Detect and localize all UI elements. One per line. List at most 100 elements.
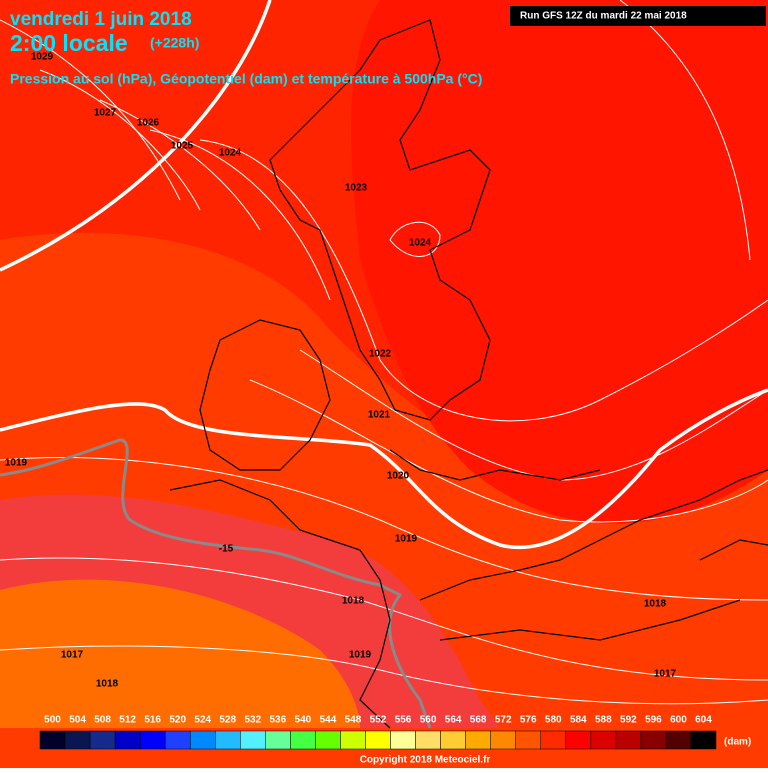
legend-label: 532 — [244, 715, 261, 726]
legend-swatch — [465, 730, 491, 750]
isobars — [0, 0, 768, 729]
legend-label: 600 — [670, 715, 687, 726]
isobar-label: 1017 — [61, 650, 84, 661]
isobar — [0, 457, 768, 601]
isobar-label: -15 — [219, 544, 234, 555]
legend-label: 508 — [94, 715, 111, 726]
legend-label: 552 — [370, 715, 387, 726]
legend-label: 580 — [545, 715, 562, 726]
isobar — [0, 557, 768, 681]
legend-label: 588 — [595, 715, 612, 726]
legend-swatch — [114, 730, 141, 750]
isobar-label: 1018 — [96, 679, 119, 690]
isobar-label: 1021 — [368, 410, 391, 421]
lead-time: (+228h) — [150, 35, 199, 51]
legend-label: 500 — [44, 715, 61, 726]
legend-swatch — [590, 730, 617, 750]
isobar-label: 1025 — [171, 141, 194, 152]
legend-swatch — [615, 730, 642, 750]
legend: 500 504 508 512 516 520 524 528 532 536 540 544 548 5… — [39, 715, 717, 750]
coast — [199, 319, 331, 471]
legend-label: 584 — [570, 715, 587, 726]
geopotential-line — [0, 0, 272, 272]
isobar — [389, 221, 441, 257]
date: vendredi 1 juin 2018 — [10, 9, 192, 30]
isobar-label: 1019 — [349, 650, 372, 661]
legend-swatch — [365, 730, 391, 750]
isobar-label: 1027 — [94, 108, 117, 119]
legend-label: 596 — [645, 715, 662, 726]
isobar-label: 1024 — [219, 148, 242, 159]
copyright: Copyright 2018 Meteociel.fr — [360, 755, 491, 766]
legend-swatch — [665, 730, 692, 750]
legend-label: 568 — [470, 715, 487, 726]
legend-swatch — [64, 730, 91, 750]
coast — [169, 469, 768, 729]
isobar-label: 1019 — [395, 534, 418, 545]
legend-label: 504 — [69, 715, 86, 726]
legend-label: 540 — [295, 715, 312, 726]
legend-label: 592 — [620, 715, 637, 726]
legend-swatch — [415, 730, 441, 750]
isobar-label: 1019 — [5, 458, 28, 469]
legend-label: 560 — [420, 715, 437, 726]
legend-swatch — [490, 730, 516, 750]
run-box — [510, 6, 766, 26]
legend-label: 604 — [695, 715, 712, 726]
legend-swatch — [340, 730, 366, 750]
legend-swatch — [690, 730, 717, 750]
legend-swatch — [440, 730, 466, 750]
legend-label: 572 — [495, 715, 512, 726]
isobar-label: 1024 — [409, 238, 432, 249]
isobar — [99, 99, 261, 231]
isobar — [0, 19, 181, 201]
legend-swatch — [139, 730, 166, 750]
isobar-label: 1020 — [387, 471, 410, 482]
legend-swatch — [265, 730, 291, 750]
isobar-label: 1022 — [369, 349, 392, 360]
isobar — [199, 139, 768, 422]
region-orange — [0, 579, 360, 728]
coastlines — [169, 19, 768, 729]
legend-swatch — [290, 730, 316, 750]
temperature-line — [0, 438, 432, 729]
legend-label: 544 — [320, 715, 337, 726]
coast — [269, 19, 491, 421]
legend-swatch — [515, 730, 541, 750]
time: 2:00 locale — [10, 30, 128, 56]
legend-label: 576 — [520, 715, 537, 726]
legend-swatch — [540, 730, 567, 750]
legend-label: 512 — [119, 715, 136, 726]
legend-swatch — [189, 730, 216, 750]
isobar-label: 1026 — [137, 118, 160, 129]
coast — [389, 449, 768, 641]
region-north-east — [351, 0, 768, 524]
isobar-label: 1018 — [644, 599, 667, 610]
legend-label: 536 — [270, 715, 287, 726]
legend-label: 516 — [144, 715, 161, 726]
legend-label: 548 — [345, 715, 362, 726]
isobar-label: 1023 — [345, 183, 368, 194]
legend-swatch — [215, 730, 241, 750]
isobar-label: 1017 — [654, 669, 677, 680]
legend-swatch — [640, 730, 667, 750]
legend-swatch — [390, 730, 416, 750]
legend-swatch — [315, 730, 341, 750]
legend-swatch — [89, 730, 116, 750]
legend-swatch — [240, 730, 266, 750]
legend-swatch — [164, 730, 191, 750]
isobar-label: 1018 — [342, 596, 365, 607]
geopotential-line — [0, 388, 768, 549]
legend-label: 520 — [169, 715, 186, 726]
legend-swatch — [39, 730, 66, 750]
isobar — [249, 379, 768, 523]
run-info: Run GFS 12Z du mardi 22 mai 2018 — [520, 11, 687, 22]
legend-label: 528 — [219, 715, 236, 726]
legend-label: 556 — [395, 715, 412, 726]
legend-label: 564 — [445, 715, 462, 726]
isobar — [0, 645, 768, 705]
legend-swatch — [565, 730, 592, 750]
isobar — [39, 69, 201, 211]
isobar-label: 1029 — [31, 52, 54, 63]
